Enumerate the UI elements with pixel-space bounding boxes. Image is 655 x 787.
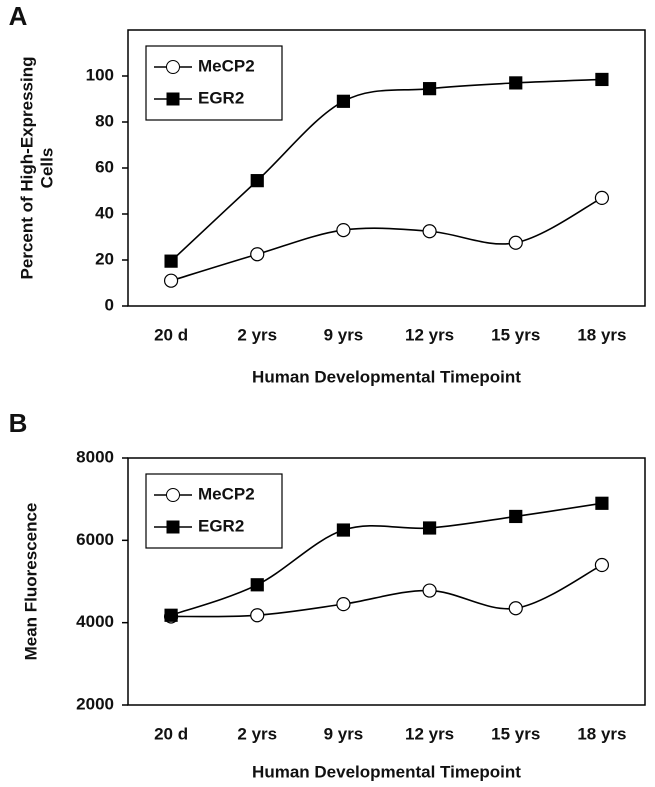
x-tick-label: 20 d: [154, 325, 188, 344]
marker: [509, 509, 523, 524]
legend-marker: [166, 60, 180, 74]
panel-label: A: [9, 1, 28, 31]
y-tick-label: 100: [86, 65, 114, 84]
y-tick-label: 2000: [76, 694, 114, 713]
y-axis-label: Cells: [37, 148, 56, 189]
x-tick-label: 18 yrs: [577, 325, 626, 344]
series-line: [170, 197, 603, 282]
legend-marker: [166, 488, 180, 502]
y-tick-label: 4000: [76, 612, 114, 631]
marker: [422, 583, 437, 598]
plot-frame: [127, 457, 646, 706]
y-tick-label: 40: [95, 203, 114, 222]
x-tick-label: 18 yrs: [577, 724, 626, 743]
legend-marker: [166, 520, 180, 534]
x-tick-label: 9 yrs: [324, 325, 364, 344]
legend-marker: [166, 92, 180, 106]
x-tick-label: 12 yrs: [405, 325, 454, 344]
marker: [595, 72, 609, 87]
marker: [594, 557, 610, 573]
marker: [336, 523, 351, 537]
legend-label: MeCP2: [198, 56, 255, 75]
marker: [422, 521, 437, 535]
marker: [250, 247, 265, 262]
x-tick-label: 9 yrs: [324, 724, 364, 743]
marker: [163, 273, 179, 288]
legend-box: [145, 473, 283, 549]
marker: [250, 174, 264, 188]
marker: [164, 608, 178, 622]
x-tick-label: 20 d: [154, 724, 188, 743]
x-axis-label: Human Developmental Timepoint: [252, 762, 521, 781]
y-axis-label: Percent of High-Expressing: [17, 57, 36, 280]
marker: [336, 597, 351, 612]
x-tick-label: 2 yrs: [237, 724, 277, 743]
x-tick-label: 15 yrs: [491, 325, 540, 344]
marker: [509, 76, 523, 90]
marker: [508, 601, 523, 616]
legend-label: EGR2: [198, 516, 244, 535]
panel-label: B: [9, 408, 28, 438]
series-line: [170, 502, 603, 617]
legend-box: [145, 45, 283, 121]
x-axis-label: Human Developmental Timepoint: [252, 367, 521, 386]
y-tick-label: 60: [95, 157, 114, 176]
series-line: [171, 564, 603, 618]
legend-label: EGR2: [198, 88, 244, 107]
marker: [422, 224, 437, 239]
y-tick-label: 80: [95, 111, 114, 130]
marker: [595, 496, 609, 510]
marker: [250, 578, 264, 592]
y-tick-label: 8000: [76, 447, 114, 466]
y-tick-label: 20: [95, 249, 114, 268]
x-tick-label: 2 yrs: [237, 325, 277, 344]
y-tick-label: 0: [105, 295, 114, 314]
marker: [250, 608, 265, 623]
marker: [594, 190, 610, 205]
legend-label: MeCP2: [198, 484, 255, 503]
marker: [508, 235, 523, 250]
x-tick-label: 15 yrs: [491, 724, 540, 743]
marker: [164, 254, 178, 268]
y-tick-label: 6000: [76, 530, 114, 549]
marker: [336, 94, 351, 108]
x-tick-label: 12 yrs: [405, 724, 454, 743]
marker: [336, 223, 351, 238]
marker: [422, 82, 437, 96]
y-axis-label: Mean Fluorescence: [21, 503, 40, 661]
